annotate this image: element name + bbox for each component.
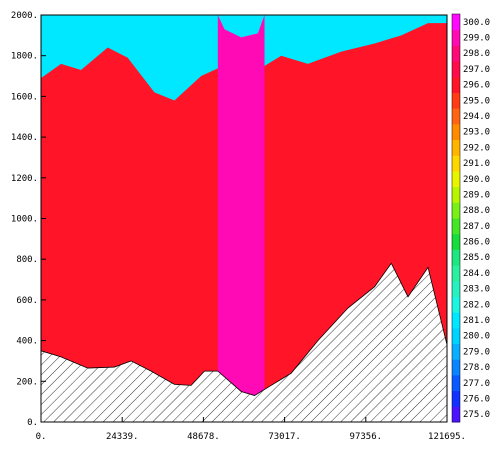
colorbar-label: 288.0 bbox=[463, 206, 490, 216]
colorbar-swatch bbox=[452, 123, 460, 141]
colorbar-swatch bbox=[452, 249, 460, 266]
colorbar-swatch bbox=[452, 265, 460, 282]
y-tick-label: 400. bbox=[16, 337, 38, 347]
colorbar-swatch bbox=[452, 312, 460, 329]
colorbar-label: 284.0 bbox=[463, 269, 490, 279]
colorbar-label: 275.0 bbox=[463, 410, 490, 420]
colorbar-label: 276.0 bbox=[463, 394, 490, 404]
colorbar-swatch bbox=[452, 280, 460, 297]
terrain-hatch bbox=[41, 263, 447, 422]
colorbar-label: 291.0 bbox=[463, 159, 490, 169]
colorbar-label: 299.0 bbox=[463, 34, 490, 44]
colorbar-swatch bbox=[452, 186, 460, 203]
y-tick-label: 200. bbox=[16, 377, 38, 387]
colorbar-swatch bbox=[452, 406, 460, 423]
y-tick-label: 800. bbox=[16, 255, 38, 265]
x-tick-label: 97356. bbox=[350, 432, 383, 442]
colorbar-swatch bbox=[452, 170, 460, 188]
colorbar-label: 295.0 bbox=[463, 96, 490, 106]
terrain-outline bbox=[41, 262, 447, 396]
x-tick-label: 24339. bbox=[106, 432, 139, 442]
y-tick-label: 1400. bbox=[11, 133, 38, 143]
colorbar-label: 281.0 bbox=[463, 316, 490, 326]
y-tick-label: 600. bbox=[16, 296, 38, 306]
colorbar-label: 290.0 bbox=[463, 175, 490, 185]
colorbar-label: 282.0 bbox=[463, 300, 490, 310]
colorbar-swatch bbox=[452, 92, 460, 109]
colorbar-label: 280.0 bbox=[463, 332, 490, 342]
colorbar-label: 285.0 bbox=[463, 253, 490, 263]
colorbar-label: 283.0 bbox=[463, 285, 490, 295]
colorbar-frame bbox=[451, 13, 461, 423]
colorbar-label: 292.0 bbox=[463, 143, 490, 153]
y-tick-label: 1000. bbox=[11, 215, 38, 225]
colorbar-swatch bbox=[452, 45, 460, 62]
colorbar-swatch bbox=[452, 139, 460, 156]
colorbar-swatch bbox=[452, 296, 460, 313]
y-tick-label: 1800. bbox=[11, 52, 38, 62]
terrain-layer bbox=[41, 262, 447, 422]
y-axis: 0. 200. 400. 600. 800. 1000. 1200. 1400. 1600. 18… bbox=[11, 11, 46, 428]
x-axis: 0. 24339. 48678. 73017. 97356. 121695. bbox=[36, 417, 466, 442]
y-tick-label: 1600. bbox=[11, 92, 38, 102]
temperature-band-10 bbox=[217, 15, 265, 422]
y-tick-label: 2000. bbox=[11, 11, 38, 21]
colorbar-swatch bbox=[452, 343, 460, 360]
colorbar-swatch bbox=[452, 61, 460, 78]
colorbar-label: 277.0 bbox=[463, 379, 490, 389]
colorbar-label: 279.0 bbox=[463, 347, 490, 357]
x-tick-label: 121695. bbox=[428, 432, 466, 442]
colorbar-swatch bbox=[452, 327, 460, 345]
colorbar-swatch bbox=[452, 390, 460, 407]
colorbar-swatch bbox=[452, 76, 460, 93]
colorbar-label: 296.0 bbox=[463, 81, 490, 91]
colorbar-swatch bbox=[452, 359, 460, 376]
colorbar-label: 294.0 bbox=[463, 112, 490, 122]
colorbar-label: 287.0 bbox=[463, 222, 490, 232]
colorbar-label: 300.0 bbox=[463, 18, 490, 28]
x-tick-label: 0. bbox=[36, 432, 47, 442]
colorbar-label: 297.0 bbox=[463, 65, 490, 75]
y-tick-label: 0. bbox=[27, 418, 38, 428]
colorbar: 275.0 276.0 277.0 278.0 279.0 280.0 281.0 282.0… bbox=[451, 13, 490, 423]
colorbar-label: 298.0 bbox=[463, 49, 490, 59]
colorbar-swatch bbox=[452, 29, 460, 46]
colorbar-label: 289.0 bbox=[463, 190, 490, 200]
colorbar-swatch bbox=[452, 374, 460, 392]
colorbar-label: 286.0 bbox=[463, 238, 490, 248]
x-tick-label: 73017. bbox=[268, 432, 301, 442]
colorbar-swatch bbox=[452, 108, 460, 125]
y-tick-label: 1200. bbox=[11, 174, 38, 184]
colorbar-label: 278.0 bbox=[463, 363, 490, 373]
colorbar-swatch bbox=[452, 233, 460, 250]
colorbar-label: 293.0 bbox=[463, 128, 490, 138]
colorbar-swatch bbox=[452, 14, 460, 31]
colorbar-swatch bbox=[452, 202, 460, 219]
colorbar-swatch bbox=[452, 155, 460, 172]
colorbar-swatch bbox=[452, 218, 460, 235]
x-tick-label: 48678. bbox=[187, 432, 220, 442]
